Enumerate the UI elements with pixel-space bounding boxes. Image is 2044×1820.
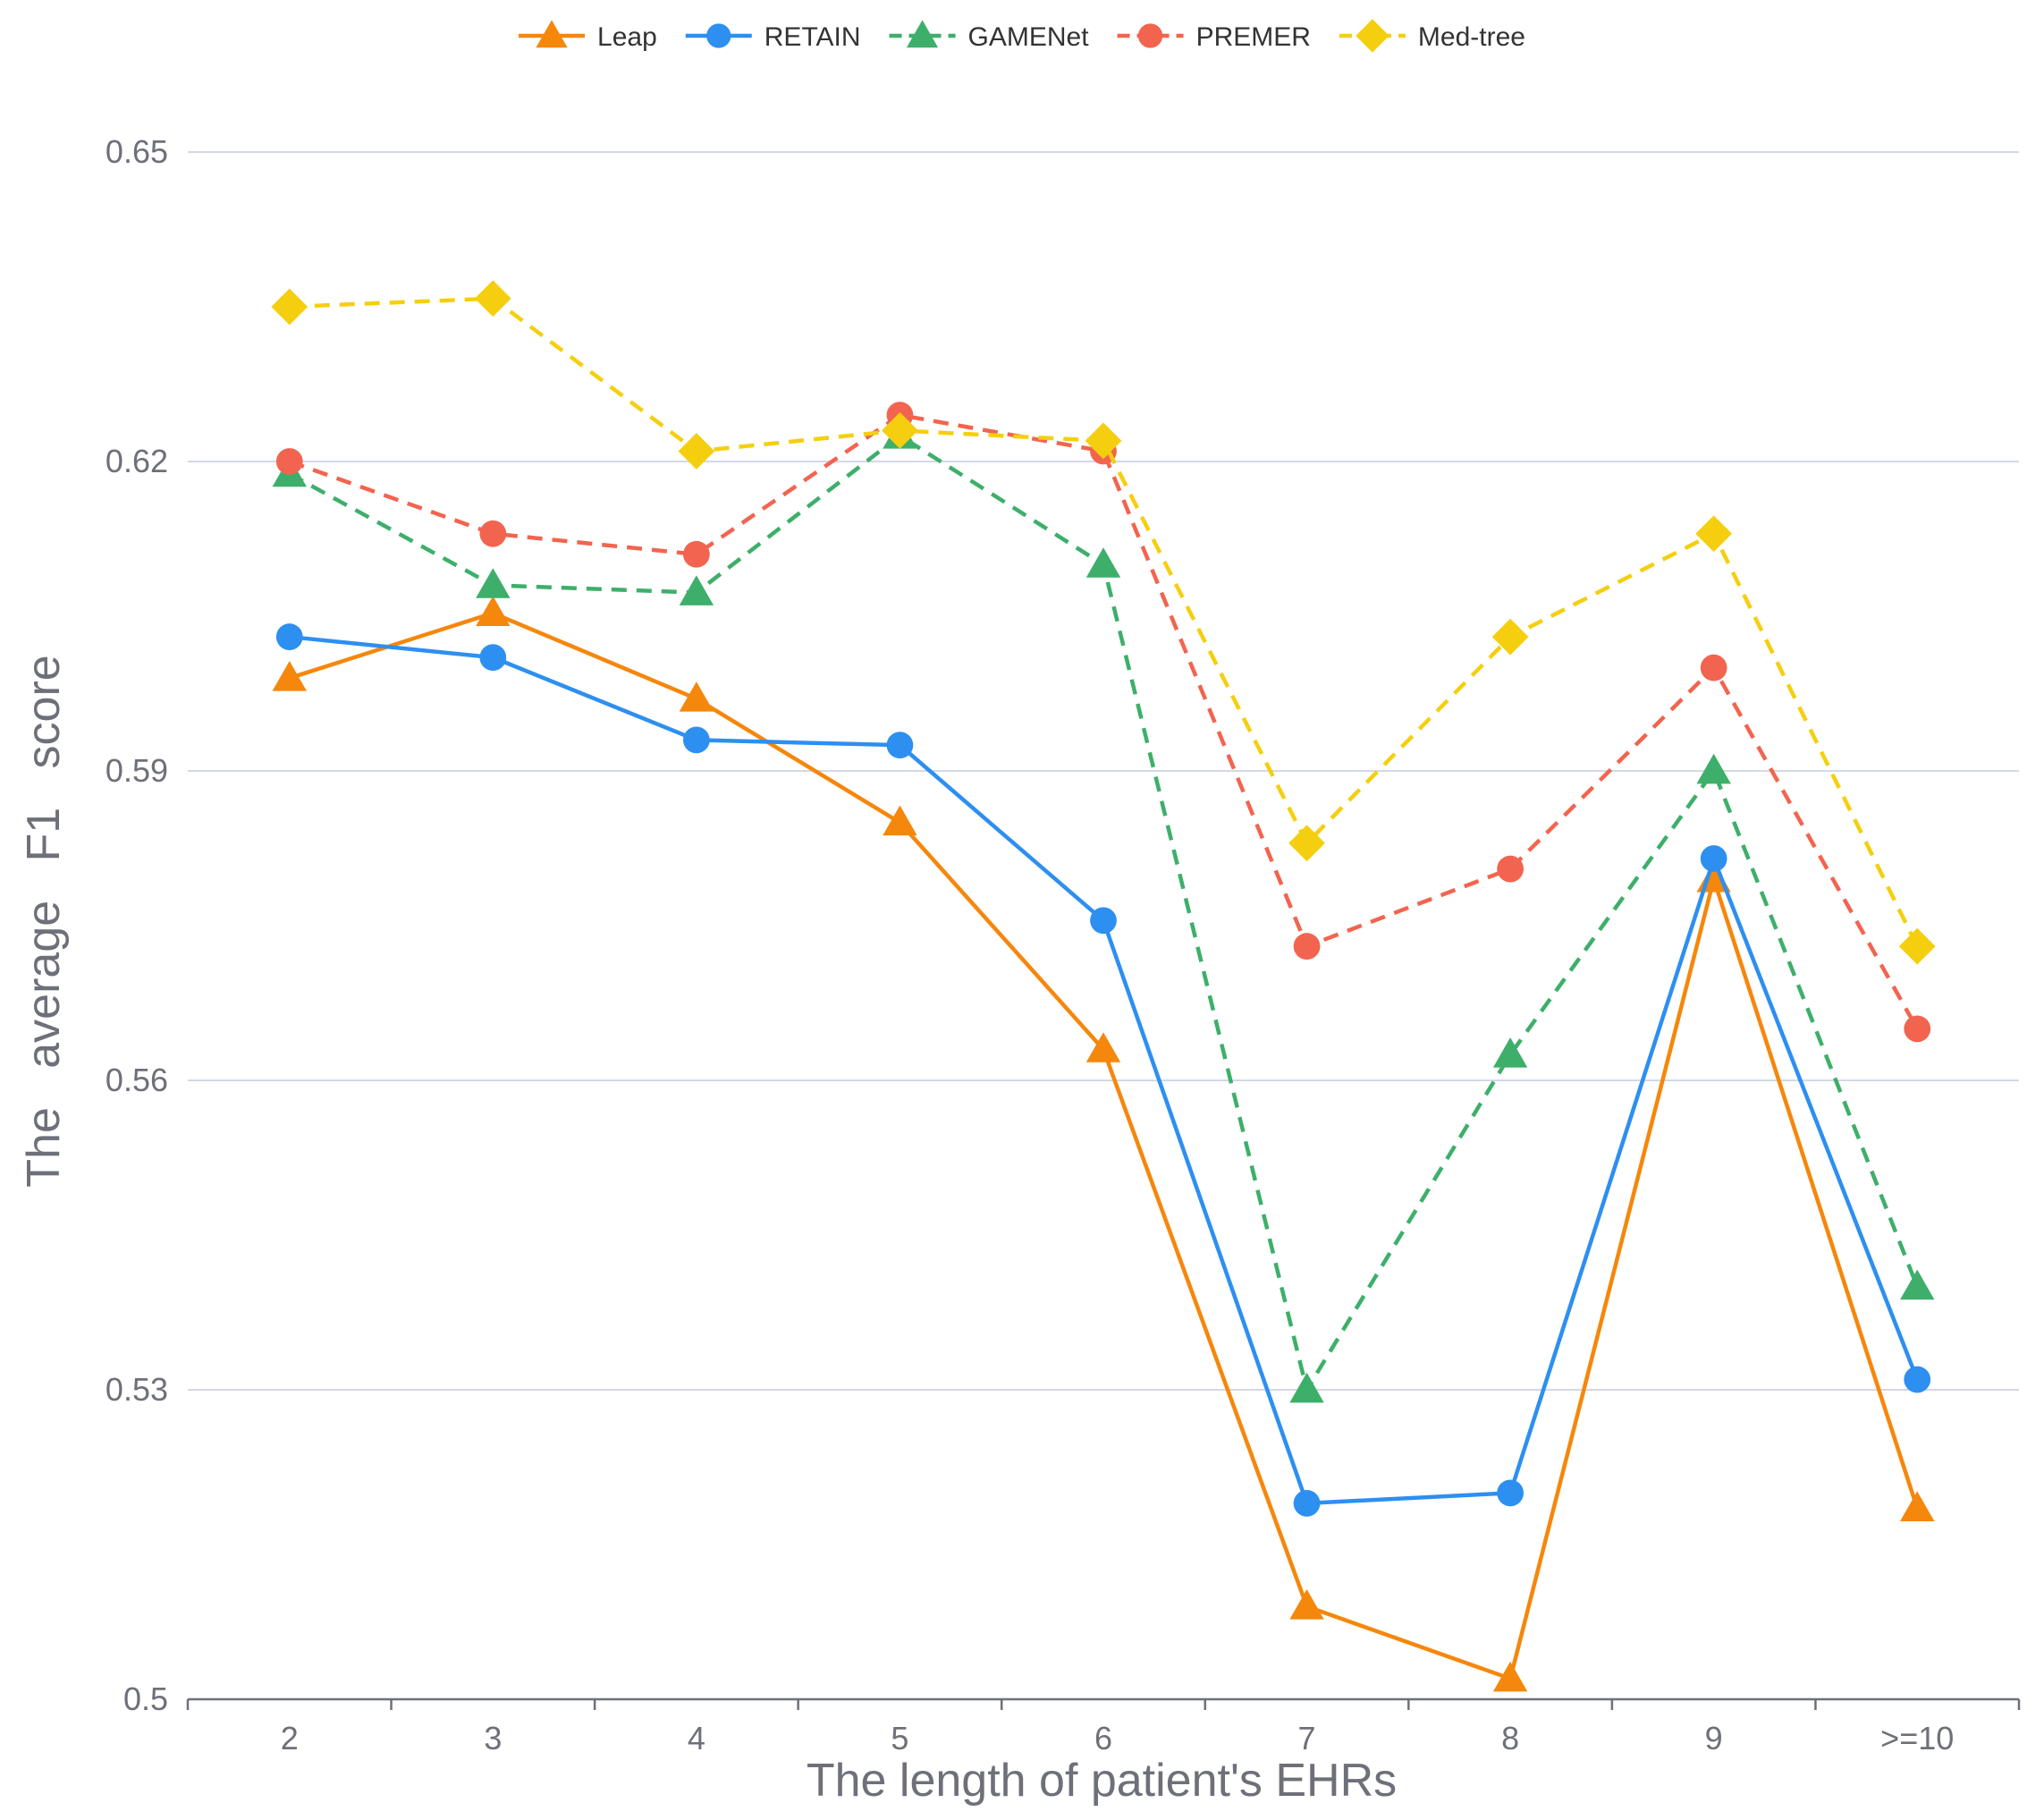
- legend-item-med-tree[interactable]: Med-tree: [1339, 19, 1525, 53]
- legend[interactable]: Leap RETAIN GAMENet PREMER Med-tree: [519, 19, 1525, 53]
- data-point-gamenet[interactable]: [1085, 547, 1121, 578]
- data-point-leap[interactable]: [1289, 1589, 1324, 1620]
- data-point-leap[interactable]: [272, 661, 307, 691]
- data-point-gamenet[interactable]: [1492, 1037, 1528, 1068]
- data-point-retain[interactable]: [1090, 907, 1117, 935]
- data-point-med-tree[interactable]: [882, 412, 918, 449]
- data-point-retain[interactable]: [1700, 845, 1727, 872]
- series-line-premer: [289, 412, 1920, 1030]
- data-point-med-tree[interactable]: [271, 288, 308, 326]
- legend-label-gamenet: GAMENet: [968, 22, 1090, 52]
- legend-marker-gamenet: [906, 20, 939, 48]
- data-point-retain[interactable]: [275, 623, 303, 650]
- data-point-med-tree[interactable]: [1695, 515, 1733, 553]
- data-point-leap[interactable]: [1085, 1032, 1121, 1062]
- y-tick-label: 0.65: [106, 133, 168, 170]
- data-point-premer[interactable]: [1293, 933, 1321, 960]
- data-point-leap[interactable]: [1492, 1661, 1528, 1692]
- x-tick-label: 6: [1094, 1720, 1112, 1757]
- data-point-med-tree[interactable]: [1085, 422, 1122, 460]
- x-tick-label: 2: [281, 1720, 299, 1757]
- y-tick-label: 0.53: [106, 1371, 168, 1408]
- data-point-med-tree[interactable]: [1491, 618, 1529, 656]
- data-point-leap[interactable]: [883, 805, 917, 836]
- axes: 0.5 0.53 0.56 0.59 0.62 0.65 2 3 4 5 6 7 8 9 >=10: [106, 133, 2021, 1757]
- series-gamenet: [272, 418, 1935, 1403]
- data-point-retain[interactable]: [479, 644, 507, 672]
- series-group: [271, 280, 1936, 1692]
- data-point-premer[interactable]: [275, 448, 303, 475]
- legend-label-med-tree: Med-tree: [1418, 22, 1525, 52]
- data-point-premer[interactable]: [683, 540, 710, 568]
- y-tick-label: 0.62: [106, 443, 168, 479]
- x-tick-label: 4: [688, 1720, 705, 1757]
- data-point-gamenet[interactable]: [1900, 1269, 1935, 1300]
- y-tick-label: 0.56: [106, 1062, 168, 1098]
- data-point-med-tree[interactable]: [474, 280, 511, 317]
- data-point-premer[interactable]: [479, 520, 507, 547]
- legend-marker-retain: [706, 23, 731, 48]
- data-point-med-tree[interactable]: [1288, 825, 1325, 862]
- data-point-premer[interactable]: [1700, 654, 1727, 681]
- legend-item-retain[interactable]: RETAIN: [685, 22, 861, 52]
- x-tick-label: 7: [1298, 1720, 1316, 1757]
- x-tick-label: 5: [891, 1720, 908, 1757]
- legend-item-gamenet[interactable]: GAMENet: [889, 20, 1090, 52]
- x-tick-label: 8: [1501, 1720, 1519, 1757]
- data-point-premer[interactable]: [1497, 855, 1524, 883]
- data-point-premer[interactable]: [1904, 1015, 1931, 1043]
- y-tick-label: 0.5: [123, 1680, 168, 1717]
- data-point-gamenet[interactable]: [679, 575, 714, 605]
- series-line-retain: [289, 634, 1920, 1506]
- legend-label-premer: PREMER: [1196, 22, 1311, 52]
- legend-marker-med-tree: [1356, 19, 1389, 53]
- legend-label-retain: RETAIN: [764, 22, 861, 52]
- series-line-med-tree: [289, 296, 1920, 948]
- data-point-retain[interactable]: [1497, 1479, 1524, 1507]
- legend-label-leap: Leap: [597, 22, 657, 52]
- data-point-retain[interactable]: [886, 732, 914, 759]
- x-axis-title: The length of patient's EHRs: [807, 1755, 1397, 1807]
- data-point-leap[interactable]: [1900, 1491, 1935, 1522]
- series-premer: [275, 402, 1931, 1043]
- y-axis-title: The average F1 score: [18, 655, 70, 1187]
- legend-marker-premer: [1137, 23, 1163, 48]
- data-point-leap[interactable]: [679, 681, 714, 712]
- legend-marker-leap: [536, 20, 568, 48]
- legend-item-leap[interactable]: Leap: [519, 20, 657, 52]
- data-point-gamenet[interactable]: [1696, 753, 1731, 784]
- x-tick-label: >=10: [1880, 1720, 1954, 1757]
- data-point-retain[interactable]: [683, 726, 710, 754]
- data-point-leap[interactable]: [476, 596, 511, 626]
- grid-lines: [188, 151, 2019, 1391]
- x-tick-label: 9: [1705, 1720, 1723, 1757]
- data-point-retain[interactable]: [1904, 1366, 1931, 1393]
- data-point-med-tree[interactable]: [678, 433, 715, 470]
- y-tick-label: 0.59: [106, 752, 168, 789]
- legend-item-premer[interactable]: PREMER: [1117, 22, 1311, 52]
- series-retain: [275, 623, 1931, 1517]
- series-med-tree: [271, 280, 1936, 965]
- series-line-leap: [289, 611, 1920, 1681]
- data-point-gamenet[interactable]: [476, 568, 511, 598]
- data-point-med-tree[interactable]: [1898, 927, 1936, 965]
- data-point-retain[interactable]: [1293, 1489, 1321, 1517]
- x-tick-label: 3: [484, 1720, 502, 1757]
- series-leap: [272, 596, 1935, 1692]
- data-point-gamenet[interactable]: [1289, 1372, 1324, 1403]
